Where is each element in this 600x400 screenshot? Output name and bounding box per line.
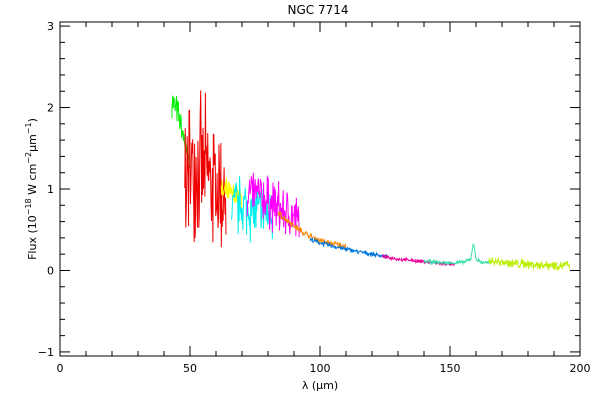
y-axis-label-mid: W cm — [26, 164, 39, 199]
y-tick-label: 0 — [47, 264, 54, 277]
chart-title: NGC 7714 — [287, 3, 348, 17]
y-tick-label: 1 — [47, 183, 54, 196]
x-tick-label: 50 — [183, 362, 197, 375]
y-axis-label-exp2: −2 — [24, 152, 33, 164]
series-layer — [171, 90, 570, 271]
x-tick-label: 0 — [57, 362, 64, 375]
series-line-7 — [309, 236, 388, 259]
y-tick-label: 3 — [47, 20, 54, 33]
y-axis-label-exp3: −1 — [24, 122, 33, 134]
x-tick-label: 200 — [570, 362, 591, 375]
series-line-8 — [381, 254, 456, 267]
series-line-2 — [184, 90, 227, 248]
x-axis-label: λ (μm) — [302, 379, 338, 392]
y-axis-label-mid2: μm — [26, 134, 39, 152]
series-line-3 — [220, 178, 243, 210]
plot-frame — [59, 21, 581, 357]
series-line-10 — [488, 257, 570, 271]
y-axis-label: Flux (10−18 W cm−2μm−1) — [24, 118, 39, 260]
y-tick-label: −1 — [38, 346, 54, 359]
x-axis-label-text: λ (μm) — [302, 379, 338, 392]
y-tick-label: 2 — [47, 102, 54, 115]
x-tick-label: 150 — [440, 362, 461, 375]
x-tick-label: 100 — [310, 362, 331, 375]
y-axis-label-exp1: −18 — [24, 198, 33, 215]
series-line-9 — [423, 243, 492, 267]
y-axis-label-suffix: ) — [26, 118, 39, 122]
y-axis-label-prefix: Flux (10 — [26, 215, 39, 260]
